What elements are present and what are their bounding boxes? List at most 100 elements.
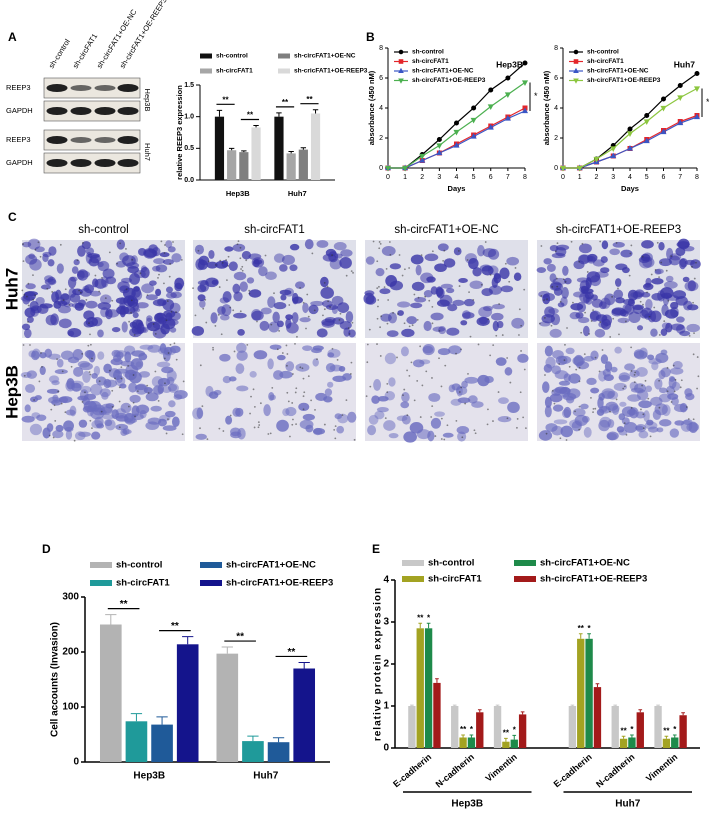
pore — [207, 260, 210, 263]
cell — [169, 327, 177, 333]
cell — [169, 345, 181, 354]
blot-strip — [43, 129, 141, 151]
cell — [458, 277, 468, 284]
pore — [295, 423, 297, 426]
cell — [232, 283, 241, 294]
pore — [302, 395, 305, 398]
pore — [271, 386, 274, 389]
pore — [472, 298, 475, 301]
cell — [427, 430, 435, 442]
x-tick-label: 1 — [578, 174, 582, 181]
pore — [564, 281, 567, 283]
pore — [630, 406, 633, 409]
cell — [579, 254, 593, 263]
group-label: Huh7 — [615, 799, 640, 810]
cell — [78, 431, 91, 437]
bar — [227, 150, 237, 180]
blot-strip — [43, 100, 141, 122]
pore — [641, 384, 643, 387]
cell — [464, 376, 479, 384]
pore — [114, 377, 116, 380]
cell — [148, 244, 158, 254]
pore — [278, 330, 281, 332]
pore — [167, 418, 169, 421]
pore — [592, 407, 595, 410]
cell — [544, 405, 552, 418]
pore — [100, 410, 103, 413]
pore — [327, 300, 330, 303]
cell — [165, 240, 173, 249]
pore — [56, 358, 58, 361]
cell — [26, 370, 38, 379]
cell — [219, 297, 230, 304]
pore — [419, 416, 422, 418]
micrograph — [537, 343, 700, 441]
marker — [576, 165, 583, 172]
cell — [248, 289, 262, 298]
pore — [556, 242, 559, 245]
pore — [258, 424, 261, 426]
error-bar — [638, 709, 643, 713]
cell — [95, 376, 107, 386]
error-bar — [418, 622, 423, 629]
cell — [35, 296, 45, 306]
cell — [388, 377, 396, 387]
cell — [276, 354, 286, 361]
cell — [89, 290, 102, 297]
cell — [88, 400, 102, 412]
significance-label: ** — [306, 95, 313, 104]
cell — [70, 276, 78, 282]
significance-label: * — [630, 725, 634, 734]
significance-label: * — [470, 725, 474, 734]
cell — [195, 433, 207, 440]
cell — [316, 240, 329, 248]
pore — [570, 240, 573, 243]
x-tick-label: 3 — [437, 174, 441, 181]
pore — [544, 374, 546, 376]
significance-label: ** — [287, 647, 295, 658]
error-bar — [595, 683, 600, 688]
pore — [617, 287, 619, 290]
cell — [24, 404, 31, 413]
marker — [573, 67, 579, 73]
pore — [218, 286, 221, 288]
legend-swatch — [200, 562, 222, 568]
cell — [578, 254, 590, 265]
cell — [36, 414, 47, 421]
y-tick-label: 8 — [554, 45, 558, 52]
pore — [316, 358, 318, 361]
pore — [339, 312, 342, 315]
cell — [538, 430, 553, 441]
pore — [291, 373, 294, 375]
bar — [274, 116, 284, 180]
pore — [378, 241, 381, 243]
pore — [624, 385, 626, 388]
cell — [259, 320, 270, 331]
blot-band — [70, 159, 92, 167]
pore — [555, 277, 558, 280]
error-bar — [312, 109, 319, 114]
y-tick-label: 3 — [383, 617, 389, 628]
pore — [154, 370, 157, 373]
blot-band — [117, 136, 139, 144]
cell — [347, 411, 357, 423]
blot-row-label: REEP3 — [6, 83, 31, 92]
cell — [83, 310, 95, 321]
cell — [100, 406, 113, 415]
cell — [615, 263, 628, 271]
pore — [460, 348, 462, 351]
pore — [61, 370, 64, 373]
cell — [136, 322, 145, 335]
pore — [146, 384, 149, 387]
cell — [79, 288, 92, 297]
x-tick-label: 6 — [662, 174, 666, 181]
pore — [70, 365, 73, 368]
blot-band — [46, 159, 68, 167]
pore — [79, 291, 82, 294]
marker — [419, 153, 426, 160]
bar — [467, 737, 476, 748]
bar — [408, 706, 416, 748]
pore — [629, 252, 632, 255]
pore — [331, 254, 334, 257]
pore — [246, 343, 249, 346]
